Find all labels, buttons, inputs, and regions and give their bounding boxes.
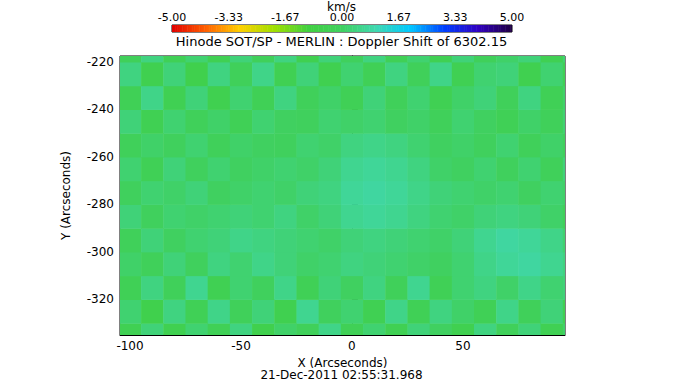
svg-text:Hinode SOT/SP - MERLIN : Doppl: Hinode SOT/SP - MERLIN : Doppler Shift o…: [176, 34, 507, 49]
svg-text:-280: -280: [87, 197, 114, 211]
svg-text:X (Arcseconds): X (Arcseconds): [298, 356, 388, 370]
svg-text:-220: -220: [87, 55, 114, 69]
svg-text:Y (Arcseconds): Y (Arcseconds): [59, 151, 73, 241]
svg-text:50: 50: [455, 339, 470, 353]
svg-text:-3.33: -3.33: [215, 11, 243, 24]
svg-text:5.00: 5.00: [500, 11, 525, 24]
svg-text:-5.00: -5.00: [158, 11, 186, 24]
svg-text:-1.67: -1.67: [271, 11, 299, 24]
svg-text:21-Dec-2011 02:55:31.968: 21-Dec-2011 02:55:31.968: [260, 368, 422, 382]
svg-text:-260: -260: [87, 150, 114, 164]
svg-text:-300: -300: [87, 245, 114, 259]
svg-text:-320: -320: [87, 292, 114, 306]
svg-text:1.67: 1.67: [387, 11, 412, 24]
svg-text:0.00: 0.00: [330, 11, 355, 24]
svg-text:km/s: km/s: [327, 0, 356, 14]
svg-text:-100: -100: [116, 339, 143, 353]
svg-text:3.33: 3.33: [443, 11, 468, 24]
svg-text:-50: -50: [231, 339, 251, 353]
svg-text:0: 0: [348, 339, 356, 353]
svg-text:-240: -240: [87, 102, 114, 116]
